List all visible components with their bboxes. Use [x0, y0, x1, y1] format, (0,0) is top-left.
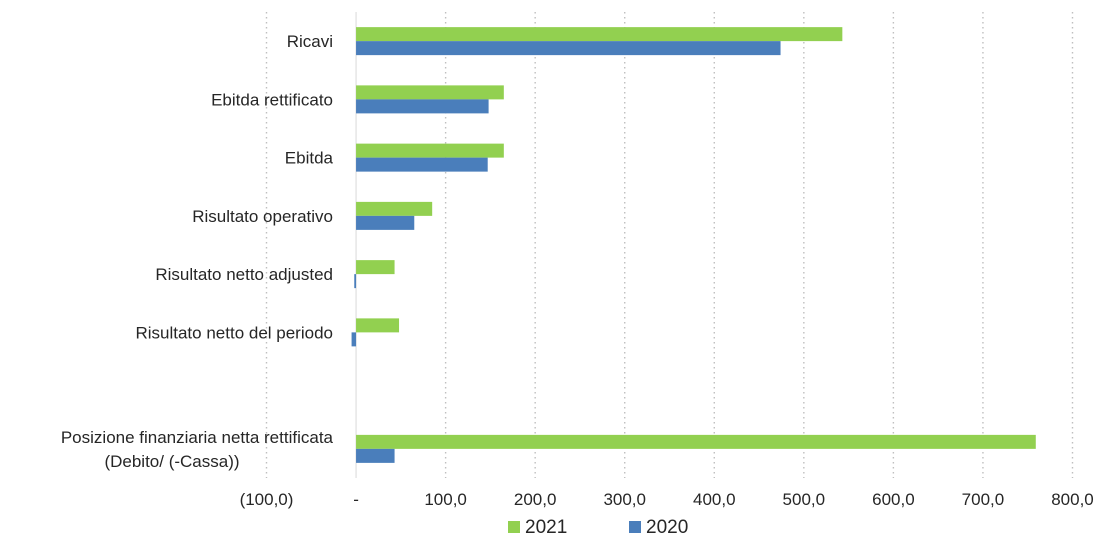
bars — [351, 27, 1036, 463]
x-tick-label-6: 500,0 — [783, 490, 826, 509]
category-label-0-0: Ricavi — [287, 32, 333, 51]
x-tick-label-5: 400,0 — [693, 490, 736, 509]
category-label-2-0: Ebitda — [285, 149, 334, 168]
legend-swatch-2021 — [508, 521, 520, 533]
x-tick-label-0: (100,0) — [240, 490, 294, 509]
bar-2021-7 — [356, 434, 1036, 449]
category-label-5-0: Risultato netto del periodo — [135, 323, 333, 342]
bar-2020-7 — [356, 448, 395, 463]
bar-2020-5 — [351, 332, 357, 347]
x-tick-label-4: 300,0 — [603, 490, 646, 509]
bar-2021-2 — [356, 143, 504, 158]
category-label-4-0: Risultato netto adjusted — [155, 265, 333, 284]
bar-2020-3 — [356, 215, 415, 230]
x-tick-label-1: - — [353, 490, 359, 509]
category-labels: Ricavi Ebitda rettificato Ebitda Risultato … — [61, 32, 334, 471]
x-tick-label-2: 100,0 — [424, 490, 467, 509]
bar-2021-5 — [356, 318, 400, 333]
category-label-7-0: Posizione finanziaria netta rettificata — [61, 428, 334, 447]
legend: 2021 2020 — [508, 517, 688, 536]
x-tick-label-8: 700,0 — [962, 490, 1005, 509]
category-label-3-0: Risultato operativo — [192, 207, 333, 226]
legend-label-2021: 2021 — [525, 517, 567, 536]
x-tick-label-7: 600,0 — [872, 490, 915, 509]
bar-2020-1 — [356, 99, 489, 114]
category-label-1-0: Ebitda rettificato — [211, 90, 333, 109]
bar-2021-4 — [356, 260, 395, 275]
bar-2021-0 — [356, 27, 843, 42]
x-tick-labels: (100,0) - 100,0 200,0 300,0 400,0 500,0 600,0 70… — [240, 490, 1094, 509]
bar-2020-2 — [356, 157, 488, 172]
legend-swatch-2020 — [629, 521, 641, 533]
x-tick-label-9: 800,0 — [1051, 490, 1094, 509]
bar-2021-1 — [356, 85, 504, 100]
bar-2020-0 — [356, 41, 781, 56]
x-tick-label-3: 200,0 — [514, 490, 557, 509]
grid-lines — [265, 12, 1074, 478]
bar-2020-4 — [354, 274, 357, 289]
legend-label-2020: 2020 — [646, 517, 688, 536]
bar-2021-3 — [356, 201, 433, 216]
category-label-7-1: (Debito/ (-Cassa)) — [104, 452, 239, 471]
